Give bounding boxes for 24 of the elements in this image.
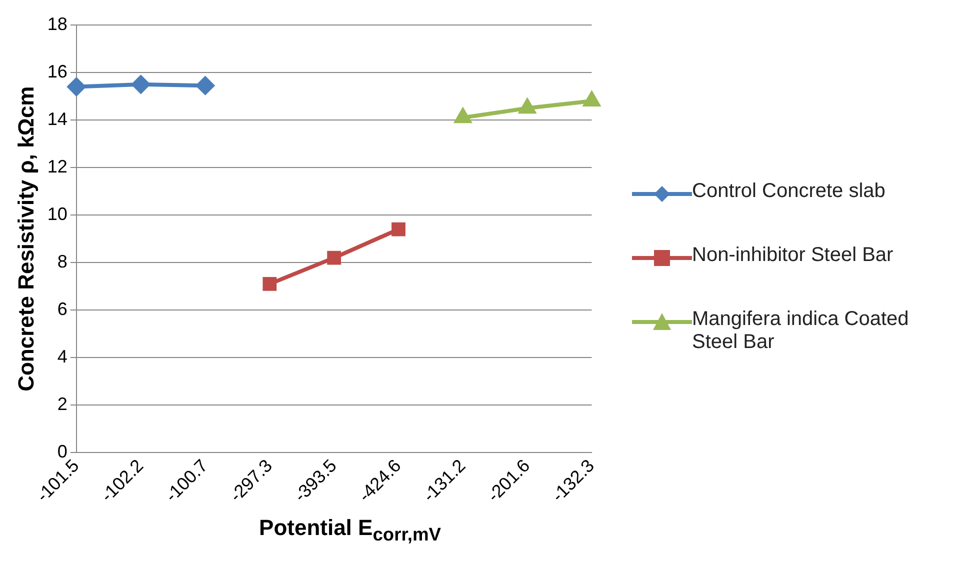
point bbox=[327, 250, 342, 265]
y-axis-title: Concrete Resistivity ρ, kΩcm bbox=[13, 86, 38, 392]
legend-label: Non-inhibitor Steel Bar bbox=[692, 244, 894, 267]
y-tick-label: 4 bbox=[57, 346, 68, 367]
point bbox=[196, 76, 214, 95]
point bbox=[519, 99, 536, 114]
y-tick-label: 14 bbox=[47, 109, 68, 129]
y-tick-label: 18 bbox=[47, 14, 68, 34]
y-tick-label: 12 bbox=[47, 156, 68, 177]
legend-label: Control Concrete slab bbox=[692, 180, 886, 203]
x-axis-title: Potential E$_{corr,mV}$ bbox=[258, 515, 442, 546]
legend-label: Mangifera indica Coated Steel Bar bbox=[692, 308, 910, 354]
point bbox=[454, 108, 471, 124]
y-tick-label: 8 bbox=[57, 252, 68, 272]
y-tick-label: 2 bbox=[57, 394, 68, 414]
y-tick-label: 10 bbox=[47, 204, 68, 224]
point bbox=[67, 78, 86, 96]
point bbox=[584, 92, 600, 107]
point bbox=[262, 277, 277, 291]
y-tick-label: 6 bbox=[57, 299, 68, 320]
y-tick-label: 0 bbox=[57, 442, 68, 462]
y-tick-label: 16 bbox=[47, 61, 68, 82]
point bbox=[392, 222, 406, 236]
point bbox=[132, 75, 150, 94]
